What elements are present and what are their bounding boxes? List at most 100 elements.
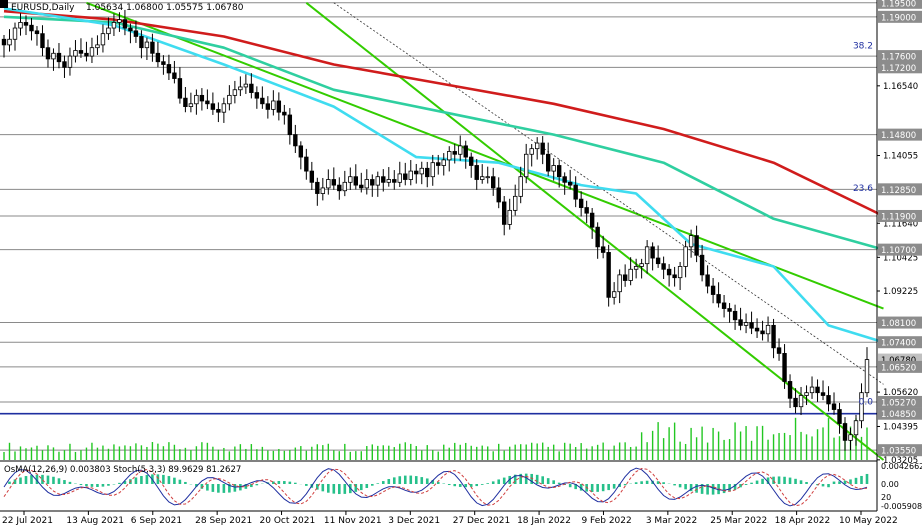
candle: [573, 176, 578, 208]
candle-body: [199, 94, 205, 102]
candle-body: [441, 159, 446, 166]
candle-body: [353, 176, 358, 186]
candle-body: [89, 47, 95, 57]
candle: [408, 160, 413, 186]
candle: [243, 74, 249, 94]
price-tag-label: 1.07400: [881, 339, 916, 349]
candle-body: [23, 22, 29, 26]
candle-body: [798, 395, 804, 408]
candle: [776, 338, 782, 361]
candle-body: [754, 327, 760, 332]
candle-body: [809, 386, 815, 394]
time-axis-label: 22 Jul 2021: [2, 516, 53, 526]
candle-body: [282, 111, 287, 116]
candle-body: [771, 324, 776, 349]
candle-body: [853, 420, 859, 436]
candle-body: [100, 33, 106, 46]
price-tag-label: 1.14800: [881, 131, 916, 141]
candle-body: [837, 409, 842, 424]
candle-body: [606, 252, 611, 298]
candle: [589, 208, 595, 239]
channel-line: [333, 2, 884, 385]
candle-body: [298, 145, 304, 158]
price-tag: 1.10700: [878, 243, 922, 256]
candle: [205, 89, 210, 110]
candle-body: [188, 103, 194, 107]
candle-body: [172, 72, 177, 79]
candle-body: [765, 324, 771, 335]
candle-body: [117, 19, 122, 23]
candle-body: [661, 263, 666, 270]
candle-body: [469, 156, 474, 166]
candle: [199, 88, 205, 111]
candle: [188, 92, 194, 113]
candle-body: [177, 78, 183, 99]
price-tag: 1.04850: [878, 407, 922, 420]
candle-body: [518, 176, 523, 197]
candle-body: [666, 268, 672, 276]
candle-body: [249, 83, 254, 93]
candle: [403, 162, 408, 186]
candle: [249, 73, 254, 99]
candle: [282, 104, 287, 125]
candle: [754, 318, 760, 338]
price-tag: 1.19500: [878, 0, 922, 9]
candle: [738, 307, 743, 331]
candle-body: [551, 165, 556, 172]
candle: [518, 166, 523, 204]
candle: [276, 92, 282, 121]
candle-body: [650, 246, 655, 259]
candle-body: [491, 176, 496, 189]
candle: [705, 265, 710, 294]
price-tag: 1.03550: [878, 444, 922, 457]
candle-body: [304, 156, 309, 172]
candle: [320, 177, 326, 201]
price-tag-bg: [878, 183, 922, 196]
candle: [650, 242, 655, 271]
candle-body: [403, 173, 408, 180]
candle-body: [375, 176, 380, 186]
candle: [441, 153, 446, 176]
candle-body: [688, 235, 694, 248]
candle-body: [507, 209, 512, 225]
candle-body: [56, 52, 62, 63]
time-axis-label: 3 Dec 2021: [388, 516, 440, 526]
candle: [29, 18, 34, 41]
candle-body: [45, 47, 51, 60]
moving-average-line: [3, 9, 885, 218]
candle-body: [238, 86, 243, 91]
candle: [23, 15, 29, 36]
candle: [348, 167, 353, 190]
candle-body: [265, 103, 271, 110]
candle: [100, 24, 106, 53]
candle-body: [545, 153, 551, 172]
candle: [45, 39, 51, 68]
candle-body: [95, 44, 100, 49]
candle: [523, 143, 529, 184]
candle: [216, 102, 221, 123]
candle: [502, 196, 507, 236]
candle: [853, 414, 859, 446]
price-tag-label: 1.06520: [881, 363, 916, 373]
moving-average-line: [3, 15, 884, 251]
time-axis-label: 28 Sep 2021: [195, 516, 252, 526]
candle-body: [463, 145, 468, 158]
candle: [617, 269, 622, 304]
price-axis-label: 1.09225: [883, 287, 918, 297]
candle-body: [111, 22, 117, 29]
candle-body: [452, 151, 457, 155]
candle: [62, 55, 67, 78]
time-axis-label: 18 Apr 2022: [775, 516, 831, 526]
candle: [331, 167, 337, 190]
candle-body: [556, 165, 562, 178]
candle: [458, 135, 463, 161]
time-axis-label: 3 Mar 2022: [646, 516, 697, 526]
candle: [628, 257, 633, 286]
candles: [1, 9, 870, 451]
candle: [95, 35, 100, 55]
candle-body: [139, 36, 144, 49]
indicator-label: OsMA(12,26,9) 0.003803 Stoch(5,3,3) 89.9…: [4, 465, 241, 475]
candle-body: [721, 302, 727, 309]
